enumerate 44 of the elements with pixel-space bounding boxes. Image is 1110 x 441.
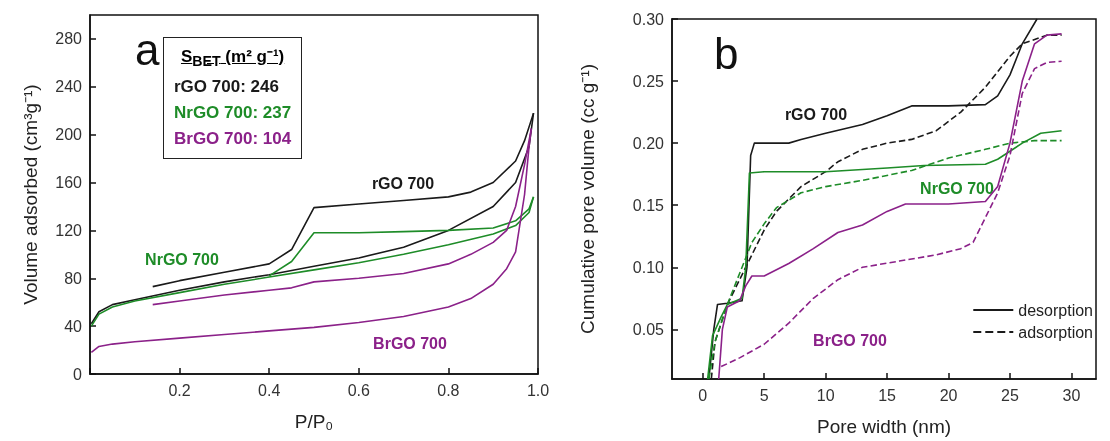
y-tick-label: 120 — [55, 221, 83, 239]
y-tick-label: 280 — [55, 30, 83, 48]
y-tick-label: 40 — [64, 317, 83, 335]
annotation: BrGO 700: 104 — [174, 128, 292, 151]
x-tick-label: 5 — [759, 386, 769, 404]
y-tick-label: 0.30 — [632, 10, 665, 28]
y-axis-title: Volume adsorbed (cm³g⁻¹) — [20, 84, 41, 305]
x-tick-label: 0 — [698, 386, 708, 404]
x-tick-label: 20 — [939, 386, 958, 404]
annotation: S$_{BET}$ (m² g⁻¹) — [179, 46, 286, 72]
x-tick-label: 1.0 — [526, 381, 550, 399]
annotation: NrGO 700 — [145, 250, 220, 268]
annotation: NrGO 700 — [920, 179, 995, 197]
x-tick-label: 0.4 — [258, 381, 281, 399]
y-tick-label: 240 — [55, 78, 83, 96]
y-tick-label: 0.25 — [632, 72, 665, 90]
x-tick-label: 30 — [1062, 386, 1081, 404]
x-tick-label: 10 — [816, 386, 835, 404]
x-tick-label: 0.2 — [168, 381, 191, 399]
annotation: BrGO 700 — [813, 331, 888, 349]
annotation: rGO 700 — [371, 174, 435, 192]
annotation: BrGO 700 — [373, 334, 448, 352]
y-tick-label: 0.20 — [632, 134, 665, 152]
legend-label: desorption — [1018, 301, 1093, 319]
x-axis-title: Pore width (nm) — [816, 416, 952, 437]
y-tick-label: 160 — [55, 174, 83, 192]
legend-label: adsorption — [1018, 323, 1093, 341]
x-tick-label: 25 — [1001, 386, 1019, 404]
annotation: NrGO 700: 237 — [174, 102, 292, 125]
x-tick-label: 15 — [878, 386, 897, 404]
y-axis-title: Cumulative pore volume (cc g⁻¹) — [577, 64, 598, 334]
x-tick-label: 0.8 — [437, 381, 460, 399]
x-axis-title: P/P₀ — [294, 411, 334, 432]
annotation: b — [714, 28, 739, 78]
annotation: a — [135, 24, 160, 74]
y-tick-label: 0.05 — [632, 320, 665, 338]
annotation: rGO 700 — [784, 105, 848, 123]
annotation: rGO 700: 246 — [174, 76, 280, 99]
y-tick-label: 0 — [73, 365, 83, 383]
y-tick-label: 200 — [55, 126, 83, 144]
x-tick-label: 0.6 — [347, 381, 371, 399]
y-tick-label: 0.10 — [632, 258, 665, 276]
y-tick-label: 0.15 — [632, 196, 665, 214]
y-tick-label: 80 — [64, 269, 83, 287]
